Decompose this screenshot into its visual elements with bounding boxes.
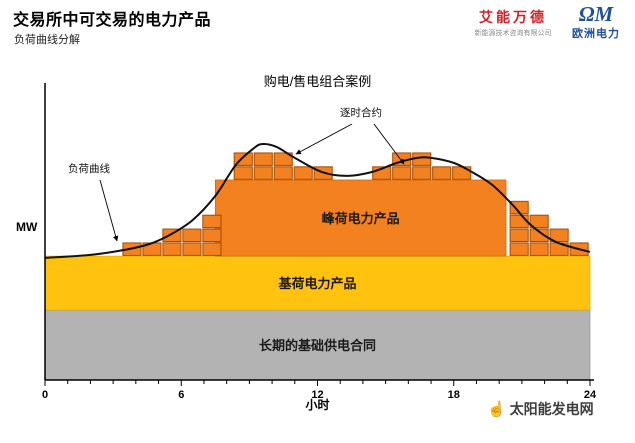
y-axis-title: MW	[16, 220, 38, 234]
ainengwande-logo-tagline: 新能源技术咨询有限公司	[474, 30, 552, 37]
hourly-contract-block	[392, 166, 412, 180]
peak-load-label: 峰荷电力产品	[322, 211, 400, 226]
x-tick-label: 0	[42, 389, 48, 401]
oupower-logo: ΩM 欧洲电力	[565, 3, 627, 41]
hourly-contract-block	[202, 242, 222, 256]
hand-icon: ☝	[487, 401, 506, 418]
hourly-contract-block	[233, 166, 253, 180]
annotation-label-0: 负荷曲线	[68, 162, 110, 175]
hourly-contract-block	[549, 228, 569, 243]
annotation-label-1: 逐时合约	[340, 106, 382, 119]
band-label-1: 基荷电力产品	[277, 276, 356, 291]
hourly-contract-block	[182, 242, 202, 256]
annotation-arrow	[99, 179, 119, 242]
x-tick-label: 24	[584, 389, 597, 401]
x-tick-label: 18	[448, 389, 460, 401]
oupower-logo-icon: ΩM	[578, 2, 614, 26]
footer-brand-label: 太阳能发电网	[509, 401, 594, 417]
hourly-contract-block	[202, 214, 222, 229]
chart-title: 购电/售电组合案例	[264, 74, 372, 89]
hourly-contract-block	[509, 228, 529, 243]
hourly-contract-block	[182, 228, 202, 243]
band-label-0: 长期的基础供电合同	[259, 338, 376, 353]
page-subtitle: 负荷曲线分解	[14, 34, 80, 46]
hourly-contract-block	[253, 152, 273, 166]
load-curve-line	[44, 142, 591, 259]
hourly-contract-block	[529, 214, 549, 229]
annotation-arrow	[295, 123, 353, 155]
oupower-logo-name: 欧洲电力	[572, 28, 620, 40]
hourly-contract-block	[293, 166, 313, 180]
hourly-contract-block	[432, 166, 452, 180]
peak-load-block	[214, 179, 507, 257]
x-tick-label: 6	[178, 389, 184, 401]
hourly-contract-block	[273, 166, 293, 180]
x-axis-title: 小时	[305, 397, 329, 412]
hourly-contract-block	[253, 166, 273, 180]
hourly-contract-block	[529, 228, 549, 243]
hourly-contract-block	[162, 242, 182, 256]
hourly-contract-block	[509, 214, 529, 229]
page-title: 交易所中可交易的电力产品	[13, 12, 212, 29]
band-1	[44, 255, 591, 311]
hourly-contract-block	[202, 228, 222, 243]
hourly-contract-block	[529, 242, 549, 256]
hourly-contract-block	[273, 152, 293, 166]
hourly-contract-block	[412, 166, 432, 180]
footer-brand: ☝ 太阳能发电网	[487, 399, 594, 419]
ainengwande-logo-name: 艾能万德	[479, 9, 547, 25]
x-tick-label: 12	[311, 389, 323, 401]
ainengwande-logo: 艾能万德 新能源技术咨询有限公司	[464, 7, 562, 38]
hourly-contract-block	[509, 242, 529, 256]
annotation-arrow	[373, 123, 405, 165]
